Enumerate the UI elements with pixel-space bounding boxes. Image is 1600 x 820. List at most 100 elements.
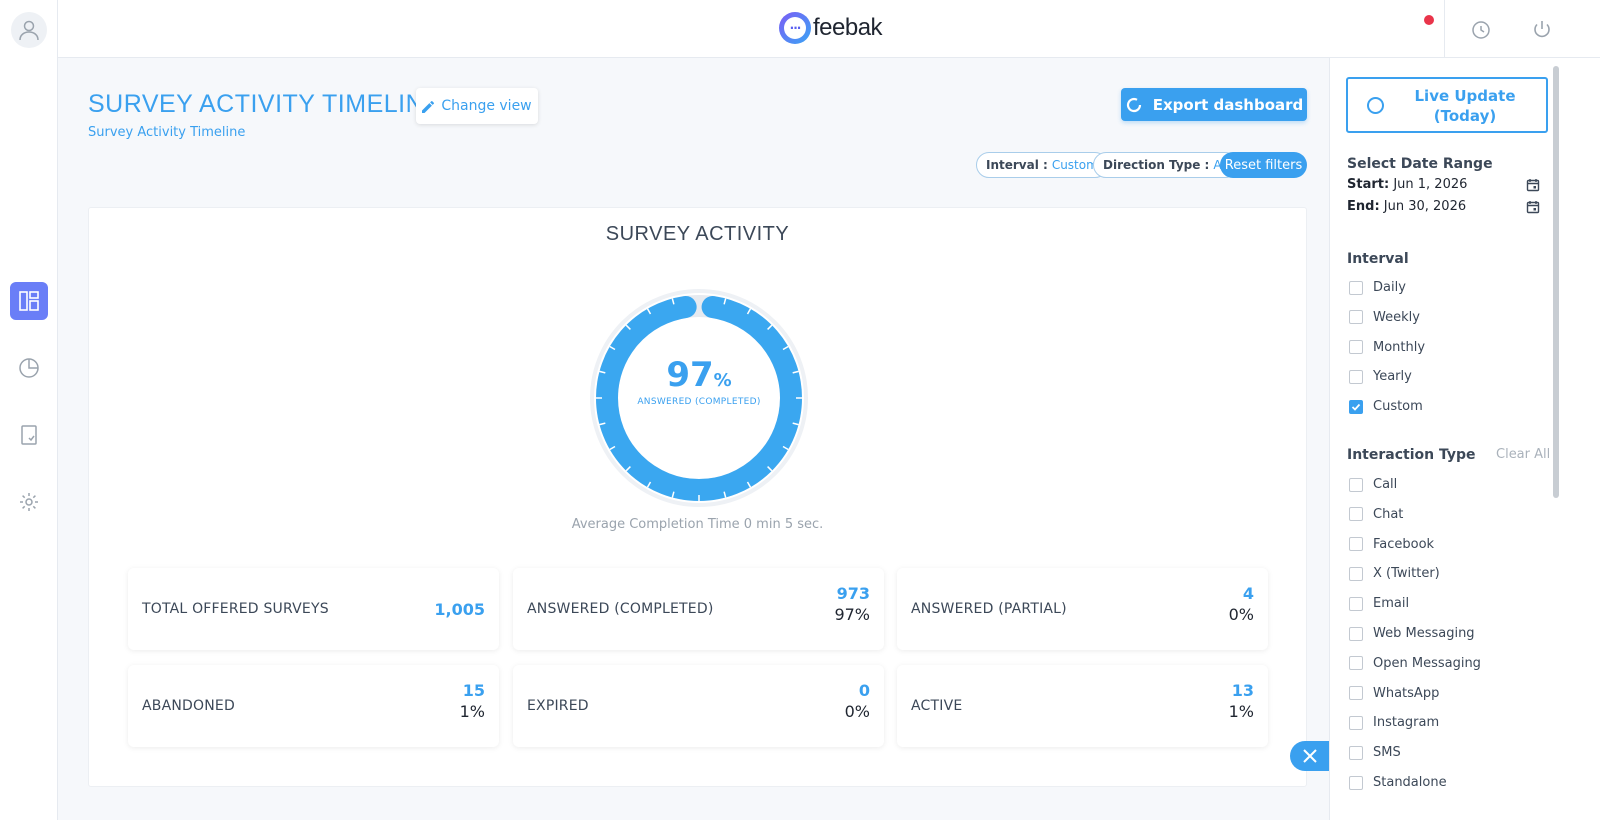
stat-active: ACTIVE 13 1% <box>897 665 1268 747</box>
nav-settings[interactable] <box>10 483 48 521</box>
checkbox[interactable] <box>1349 626 1363 641</box>
brand-logo[interactable]: ··· feebak <box>779 12 883 44</box>
nav-reports[interactable] <box>10 416 48 454</box>
checkbox[interactable] <box>1349 477 1363 492</box>
stat-label: EXPIRED <box>527 698 589 714</box>
stat-label: ANSWERED (COMPLETED) <box>527 601 714 617</box>
stat-answered-partial: ANSWERED (PARTIAL) 4 0% <box>897 568 1268 650</box>
interval-option[interactable]: Weekly <box>1349 310 1420 325</box>
option-label: Daily <box>1373 280 1406 295</box>
option-label: Yearly <box>1373 369 1412 385</box>
stat-answered-completed: ANSWERED (COMPLETED) 973 97% <box>513 568 884 650</box>
stat-count: 13 <box>1231 681 1254 700</box>
donut-tick <box>646 308 652 315</box>
report-icon <box>21 425 37 445</box>
timer-button[interactable] <box>1467 15 1495 43</box>
stat-count: 1,005 <box>434 600 485 619</box>
end-date[interactable]: End: Jun 30, 2026 <box>1347 199 1466 214</box>
option-label: Email <box>1373 596 1410 612</box>
interaction-option[interactable]: Chat <box>1349 507 1403 522</box>
interval-option[interactable]: Monthly <box>1349 340 1425 355</box>
panel-scrollbar[interactable] <box>1553 66 1559 498</box>
option-label: Facebook <box>1373 536 1435 552</box>
checkbox[interactable] <box>1349 507 1363 522</box>
interaction-type-title: Interaction Type <box>1347 447 1476 463</box>
stat-abandoned: ABANDONED 15 1% <box>128 665 499 747</box>
clear-all-button[interactable]: Clear All <box>1496 447 1551 462</box>
refresh-icon <box>1126 97 1141 112</box>
donut-tick <box>723 491 727 498</box>
power-icon <box>1534 21 1550 38</box>
top-bar: ··· feebak <box>58 0 1600 58</box>
calendar-icon[interactable] <box>1526 178 1540 192</box>
live-update-button[interactable]: Live Update (Today) <box>1346 77 1548 133</box>
option-label: Open Messaging <box>1373 655 1481 671</box>
stat-percent: 1% <box>1228 702 1254 721</box>
checkbox[interactable] <box>1349 369 1363 384</box>
stat-count: 15 <box>462 681 485 700</box>
breadcrumb[interactable]: Survey Activity Timeline <box>88 125 246 140</box>
interaction-option[interactable]: SMS <box>1349 745 1401 760</box>
interaction-option[interactable]: X (Twitter) <box>1349 566 1440 581</box>
interaction-option[interactable]: WhatsApp <box>1349 686 1439 701</box>
start-date[interactable]: Start: Jun 1, 2026 <box>1347 177 1467 192</box>
user-avatar[interactable] <box>11 12 47 48</box>
export-dashboard-button[interactable]: Export dashboard <box>1121 88 1307 121</box>
checkbox[interactable] <box>1349 566 1363 581</box>
interval-option[interactable]: Yearly <box>1349 369 1412 384</box>
calendar-icon[interactable] <box>1526 200 1540 214</box>
end-value: Jun 30, 2026 <box>1383 199 1467 214</box>
timer-icon <box>1472 21 1490 39</box>
interaction-option[interactable]: Call <box>1349 477 1397 492</box>
checkbox[interactable] <box>1349 596 1363 611</box>
interval-filter-chip[interactable]: Interval : Custom <box>976 152 1108 178</box>
interaction-option[interactable]: Instagram <box>1349 715 1439 730</box>
option-label: Custom <box>1373 399 1423 415</box>
interaction-option[interactable]: Open Messaging <box>1349 656 1481 671</box>
interaction-option[interactable]: Standalone <box>1349 775 1447 790</box>
checkbox[interactable] <box>1349 280 1363 295</box>
checkbox[interactable] <box>1349 715 1363 730</box>
checkbox[interactable] <box>1349 686 1363 701</box>
user-avatar-icon <box>19 20 39 41</box>
gear-icon <box>20 493 38 511</box>
average-completion-time: Average Completion Time 0 min 5 sec. <box>571 517 824 532</box>
checkbox-checked[interactable] <box>1349 399 1363 414</box>
option-label: Web Messaging <box>1373 626 1475 641</box>
close-panel-button[interactable] <box>1290 741 1330 771</box>
donut-value: 97% <box>589 355 809 395</box>
interval-option[interactable]: Daily <box>1349 280 1406 295</box>
close-icon <box>1303 749 1317 763</box>
stat-label: ANSWERED (PARTIAL) <box>911 601 1067 617</box>
checkbox[interactable] <box>1349 340 1363 355</box>
nav-analytics[interactable] <box>10 349 48 387</box>
change-view-button[interactable]: Change view <box>416 88 538 124</box>
stat-count: 0 <box>858 681 870 700</box>
donut-tick <box>723 298 727 305</box>
donut-tick <box>646 481 652 488</box>
power-button[interactable] <box>1528 15 1556 43</box>
option-label: Call <box>1373 477 1398 492</box>
checkbox[interactable] <box>1349 310 1363 325</box>
checkbox[interactable] <box>1349 745 1363 760</box>
reset-filters-button[interactable]: Reset filters <box>1220 152 1307 178</box>
completion-donut <box>590 289 808 507</box>
chat-bubble-icon: ··· <box>779 12 811 44</box>
survey-activity-card: SURVEY ACTIVITY 97% ANSWERED (COMPLETED)… <box>88 207 1307 787</box>
checkbox[interactable] <box>1349 656 1363 671</box>
interaction-option[interactable]: Facebook <box>1349 537 1434 552</box>
donut-tick <box>792 422 799 426</box>
direction-filter-chip[interactable]: Direction Type :All <box>1093 152 1239 178</box>
interaction-option[interactable]: Web Messaging <box>1349 626 1475 641</box>
interval-option[interactable]: Custom <box>1349 399 1423 414</box>
stat-percent: 0% <box>1228 605 1254 624</box>
start-value: Jun 1, 2026 <box>1393 177 1468 192</box>
interaction-option[interactable]: Email <box>1349 596 1409 611</box>
change-view-label: Change view <box>441 98 532 114</box>
donut-tick <box>746 308 752 315</box>
nav-dashboard[interactable] <box>10 282 48 320</box>
checkbox[interactable] <box>1349 775 1363 790</box>
checkbox[interactable] <box>1349 537 1363 552</box>
stat-percent: 1% <box>459 702 485 721</box>
left-rail <box>0 0 58 820</box>
